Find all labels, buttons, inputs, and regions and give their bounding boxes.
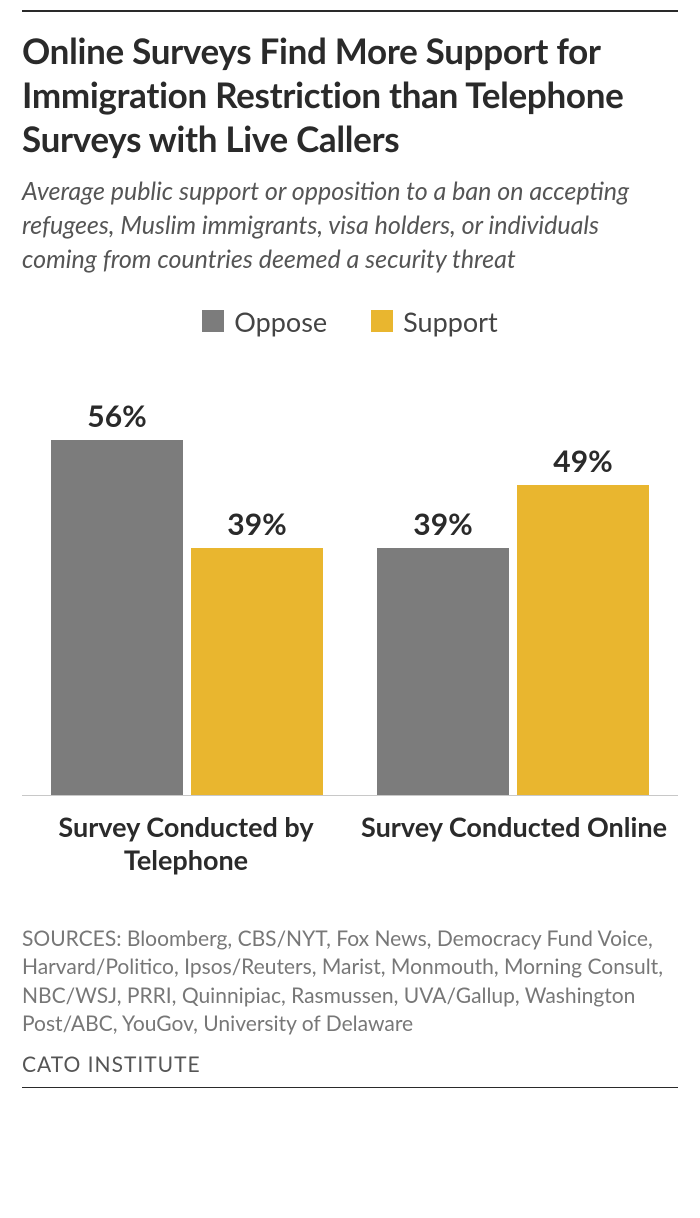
legend-item-oppose: Oppose bbox=[202, 305, 327, 338]
bar-value-label: 39% bbox=[413, 506, 472, 542]
legend-label-oppose: Oppose bbox=[234, 305, 327, 338]
chart-subtitle: Average public support or opposition to … bbox=[22, 175, 678, 276]
bar-wrap: 49% bbox=[513, 366, 653, 795]
bar-wrap: 39% bbox=[373, 366, 513, 795]
bar-support bbox=[517, 485, 649, 795]
bar-support bbox=[191, 548, 323, 795]
bar-wrap: 39% bbox=[187, 366, 327, 795]
bottom-rule bbox=[22, 1087, 678, 1088]
legend-label-support: Support bbox=[403, 305, 498, 338]
sources-line: SOURCES: Bloomberg, CBS/NYT, Fox News, D… bbox=[22, 925, 678, 1038]
bar-group-1: 39% 49% bbox=[356, 366, 670, 795]
legend: Oppose Support bbox=[22, 305, 678, 338]
bar-oppose bbox=[51, 440, 183, 795]
institute-credit: CATO INSTITUTE bbox=[22, 1052, 678, 1077]
chart-area: 56% 39% 39% 49% bbox=[22, 366, 678, 796]
sources-prefix: SOURCES: bbox=[22, 926, 127, 951]
bar-value-label: 39% bbox=[227, 506, 286, 542]
bar-value-label: 56% bbox=[87, 398, 146, 434]
axis-labels: Survey Conducted by Telephone Survey Con… bbox=[22, 810, 678, 878]
bar-value-label: 49% bbox=[553, 443, 612, 479]
axis-label-0: Survey Conducted by Telephone bbox=[22, 810, 350, 878]
swatch-oppose bbox=[202, 310, 224, 332]
axis-label-1: Survey Conducted Online bbox=[350, 810, 678, 878]
top-rule bbox=[22, 10, 678, 12]
swatch-support bbox=[371, 310, 393, 332]
legend-item-support: Support bbox=[371, 305, 498, 338]
bar-wrap: 56% bbox=[47, 366, 187, 795]
bar-group-0: 56% 39% bbox=[30, 366, 344, 795]
chart-title: Online Surveys Find More Support for Imm… bbox=[22, 30, 678, 161]
bar-oppose bbox=[377, 548, 509, 795]
